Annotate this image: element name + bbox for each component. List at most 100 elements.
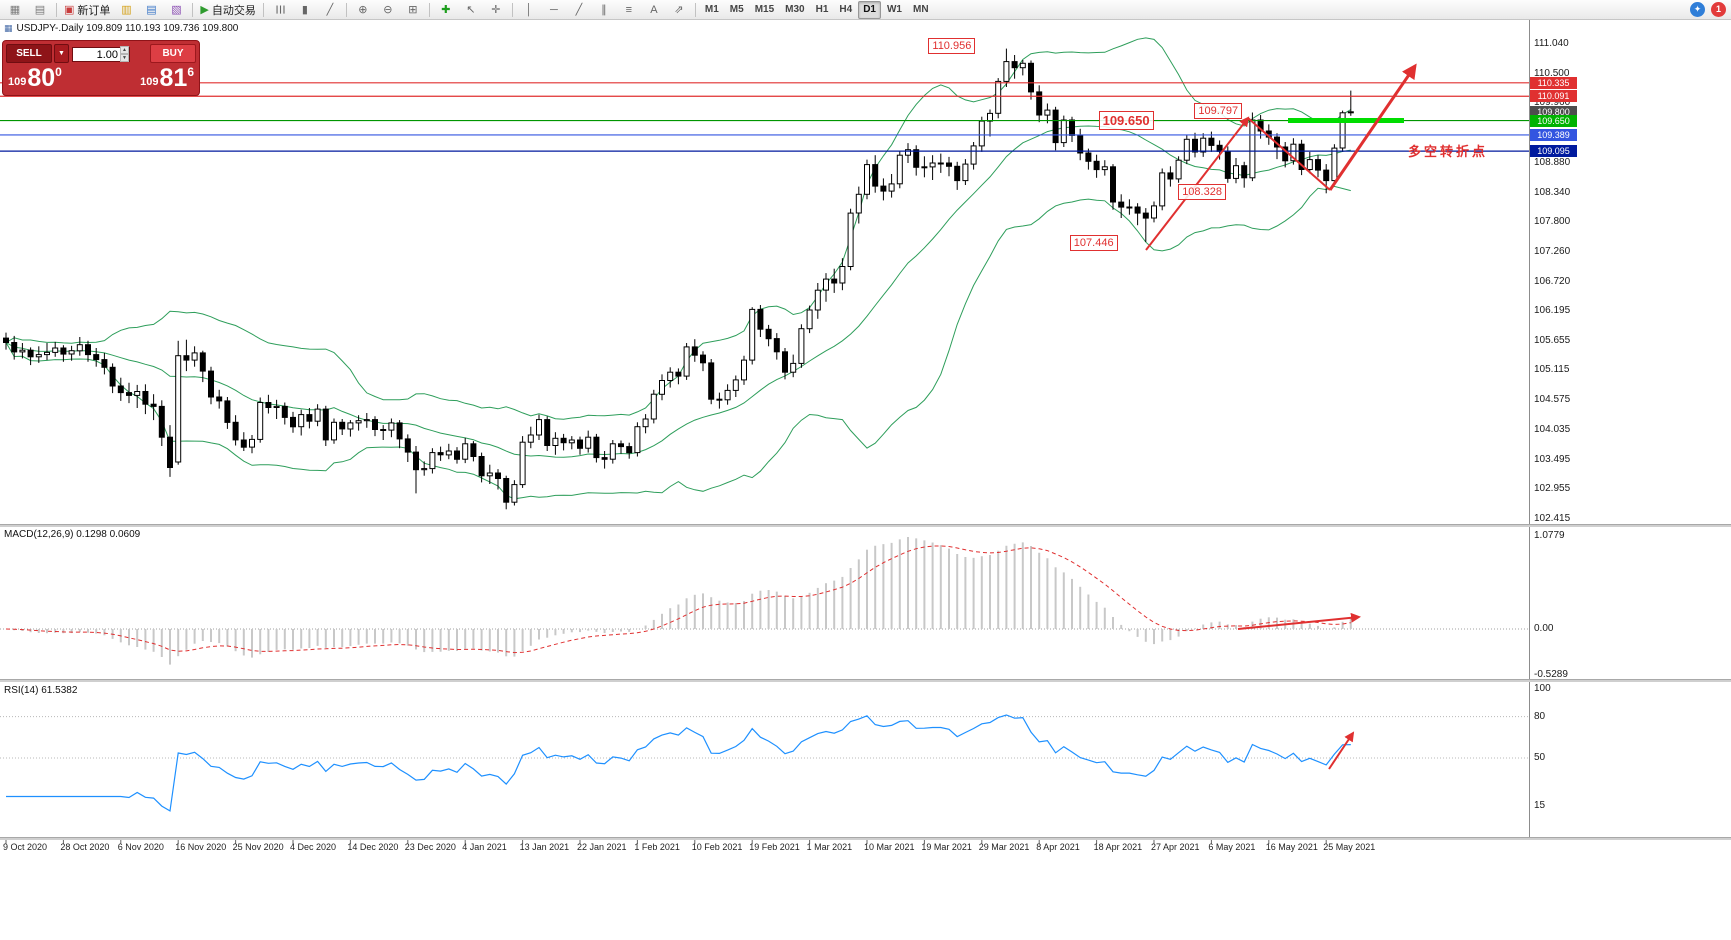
buy-price-sup: 6 — [187, 65, 194, 79]
horizontal-line-icon: ─ — [549, 3, 558, 16]
candlestick-chart-icon: ▮ — [301, 4, 308, 16]
new-order-button: ▣ — [64, 4, 75, 16]
rsi-trend-arrow[interactable] — [1328, 731, 1355, 770]
community-icon[interactable]: ✦ — [1690, 2, 1705, 17]
data-window-icon[interactable]: ▤ — [139, 0, 163, 19]
new-order-button[interactable]: ▣ 新订单 — [61, 0, 113, 19]
toolbar-separator — [345, 2, 347, 17]
buy-price[interactable]: 109 81 6 — [140, 64, 194, 92]
spin-down-icon[interactable]: ▼ — [120, 53, 129, 62]
vertical-line-icon[interactable]: │ — [517, 0, 541, 19]
channel-icon[interactable]: ∥ — [592, 0, 616, 19]
macd-signal-line — [5, 545, 1351, 654]
lot-size-input[interactable] — [72, 47, 130, 62]
toolbar-separator — [262, 2, 264, 17]
horizontal-line-icon[interactable]: ─ — [542, 0, 566, 19]
autotrade-button: ▶ — [200, 4, 209, 16]
timeframe-m15[interactable]: M15 — [754, 3, 775, 15]
cursor-icon[interactable]: ↖ — [459, 0, 483, 19]
swing-down-line[interactable] — [1247, 117, 1331, 191]
line-chart-icon[interactable]: ╱ — [318, 0, 342, 19]
tile-windows-icon[interactable]: ⊞ — [401, 0, 425, 19]
price-axis-border — [1529, 20, 1530, 840]
navigator-icon: ▧ — [171, 4, 182, 16]
rsi-plot — [0, 714, 1529, 812]
bollinger-middle-band — [5, 125, 1351, 458]
buy-price-pips: 81 — [159, 64, 188, 92]
charts-icon: ▦ — [9, 4, 21, 16]
panel-splitter[interactable] — [0, 679, 1731, 682]
timeframe-m30[interactable]: M30 — [785, 3, 805, 15]
autotrade-button-label: 自动交易 — [211, 4, 256, 17]
trendline-icon[interactable]: ╱ — [567, 0, 591, 19]
text-icon: A — [650, 3, 658, 16]
timeframe-mn[interactable]: MN — [912, 3, 929, 15]
toolbar-separator — [694, 2, 696, 17]
lot-size-group: ▲ ▼ — [72, 45, 130, 63]
timeframe-w1[interactable]: W1 — [886, 3, 902, 15]
toolbar-separator — [56, 2, 57, 17]
bar-chart-icon[interactable]: ☰ — [268, 0, 292, 19]
zoom-in-icon: ⊕ — [358, 4, 368, 16]
breakout-arrow[interactable] — [1328, 63, 1417, 191]
cursor-icon: ↖ — [466, 4, 476, 16]
lot-spinner[interactable]: ▲ ▼ — [120, 45, 129, 62]
swing-up-arrow[interactable] — [1145, 116, 1250, 251]
indicators-icon[interactable]: ✚ — [434, 0, 458, 19]
arrows-icon[interactable]: ⇗ — [667, 0, 691, 19]
trendline-icon: ╱ — [575, 4, 583, 16]
navigator-icon[interactable]: ▧ — [164, 0, 188, 19]
main-plot — [3, 37, 1354, 510]
timeframe-m1[interactable]: M1 — [704, 3, 719, 15]
panel-splitter[interactable] — [0, 524, 1731, 527]
one-click-controls: SELL ▼ ▲ ▼ BUY — [3, 41, 199, 64]
panel-splitter[interactable] — [0, 837, 1731, 840]
timeframe-h1[interactable]: H1 — [815, 3, 829, 15]
bollinger-lower-band — [5, 185, 1351, 500]
text-icon[interactable]: A — [642, 0, 666, 19]
fibonacci-icon: ≡ — [625, 3, 633, 16]
bollinger-upper-band — [5, 37, 1352, 420]
sell-button[interactable]: SELL — [6, 44, 52, 63]
zoom-in-icon[interactable]: ⊕ — [351, 0, 375, 19]
arrows-icon: ⇗ — [674, 4, 684, 16]
tile-windows-icon: ⊞ — [408, 4, 418, 16]
sell-price[interactable]: 109 80 0 — [8, 64, 62, 92]
notification-icon[interactable]: 1 — [1711, 2, 1726, 17]
market-watch-icon: ▥ — [121, 4, 132, 16]
candlestick-chart-icon[interactable]: ▮ — [293, 0, 317, 19]
channel-icon: ∥ — [601, 4, 607, 16]
rsi-line — [6, 714, 1351, 812]
zoom-out-icon: ⊖ — [383, 4, 393, 16]
profiles-icon: ▤ — [34, 4, 46, 16]
macd-trend-arrow[interactable] — [1237, 612, 1361, 630]
sell-dropdown-icon[interactable]: ▼ — [54, 44, 69, 63]
crosshair-icon[interactable]: ✛ — [484, 0, 508, 19]
one-click-prices: 109 80 0 109 81 6 — [3, 64, 199, 92]
crosshair-icon: ✛ — [491, 4, 501, 16]
timeframe-h4[interactable]: H4 — [839, 3, 853, 15]
vertical-line-icon: │ — [525, 3, 533, 16]
indicators-icon: ✚ — [441, 4, 451, 16]
buy-button[interactable]: BUY — [150, 44, 196, 63]
sell-price-sup: 0 — [55, 65, 62, 79]
macd-plot — [0, 537, 1529, 665]
toolbar-separator — [192, 2, 194, 17]
zoom-out-icon[interactable]: ⊖ — [376, 0, 400, 19]
market-watch-icon[interactable]: ▥ — [114, 0, 138, 19]
fibonacci-icon[interactable]: ≡ — [617, 0, 641, 19]
sell-price-pips: 80 — [27, 64, 56, 92]
timeframe-d1[interactable]: D1 — [858, 0, 881, 19]
toolbar-right: ✦ 1 — [1690, 2, 1726, 17]
new-order-button-label: 新订单 — [77, 4, 111, 17]
spin-up-icon[interactable]: ▲ — [120, 45, 129, 54]
toolbar-separator — [428, 2, 430, 17]
autotrade-button[interactable]: ▶ 自动交易 — [197, 0, 258, 19]
line-chart-icon: ╱ — [326, 4, 334, 16]
charts-icon[interactable]: ▦ — [3, 0, 27, 19]
toolbar-separator — [511, 2, 513, 17]
profiles-icon[interactable]: ▤ — [28, 0, 52, 19]
timeframe-m5[interactable]: M5 — [729, 3, 744, 15]
